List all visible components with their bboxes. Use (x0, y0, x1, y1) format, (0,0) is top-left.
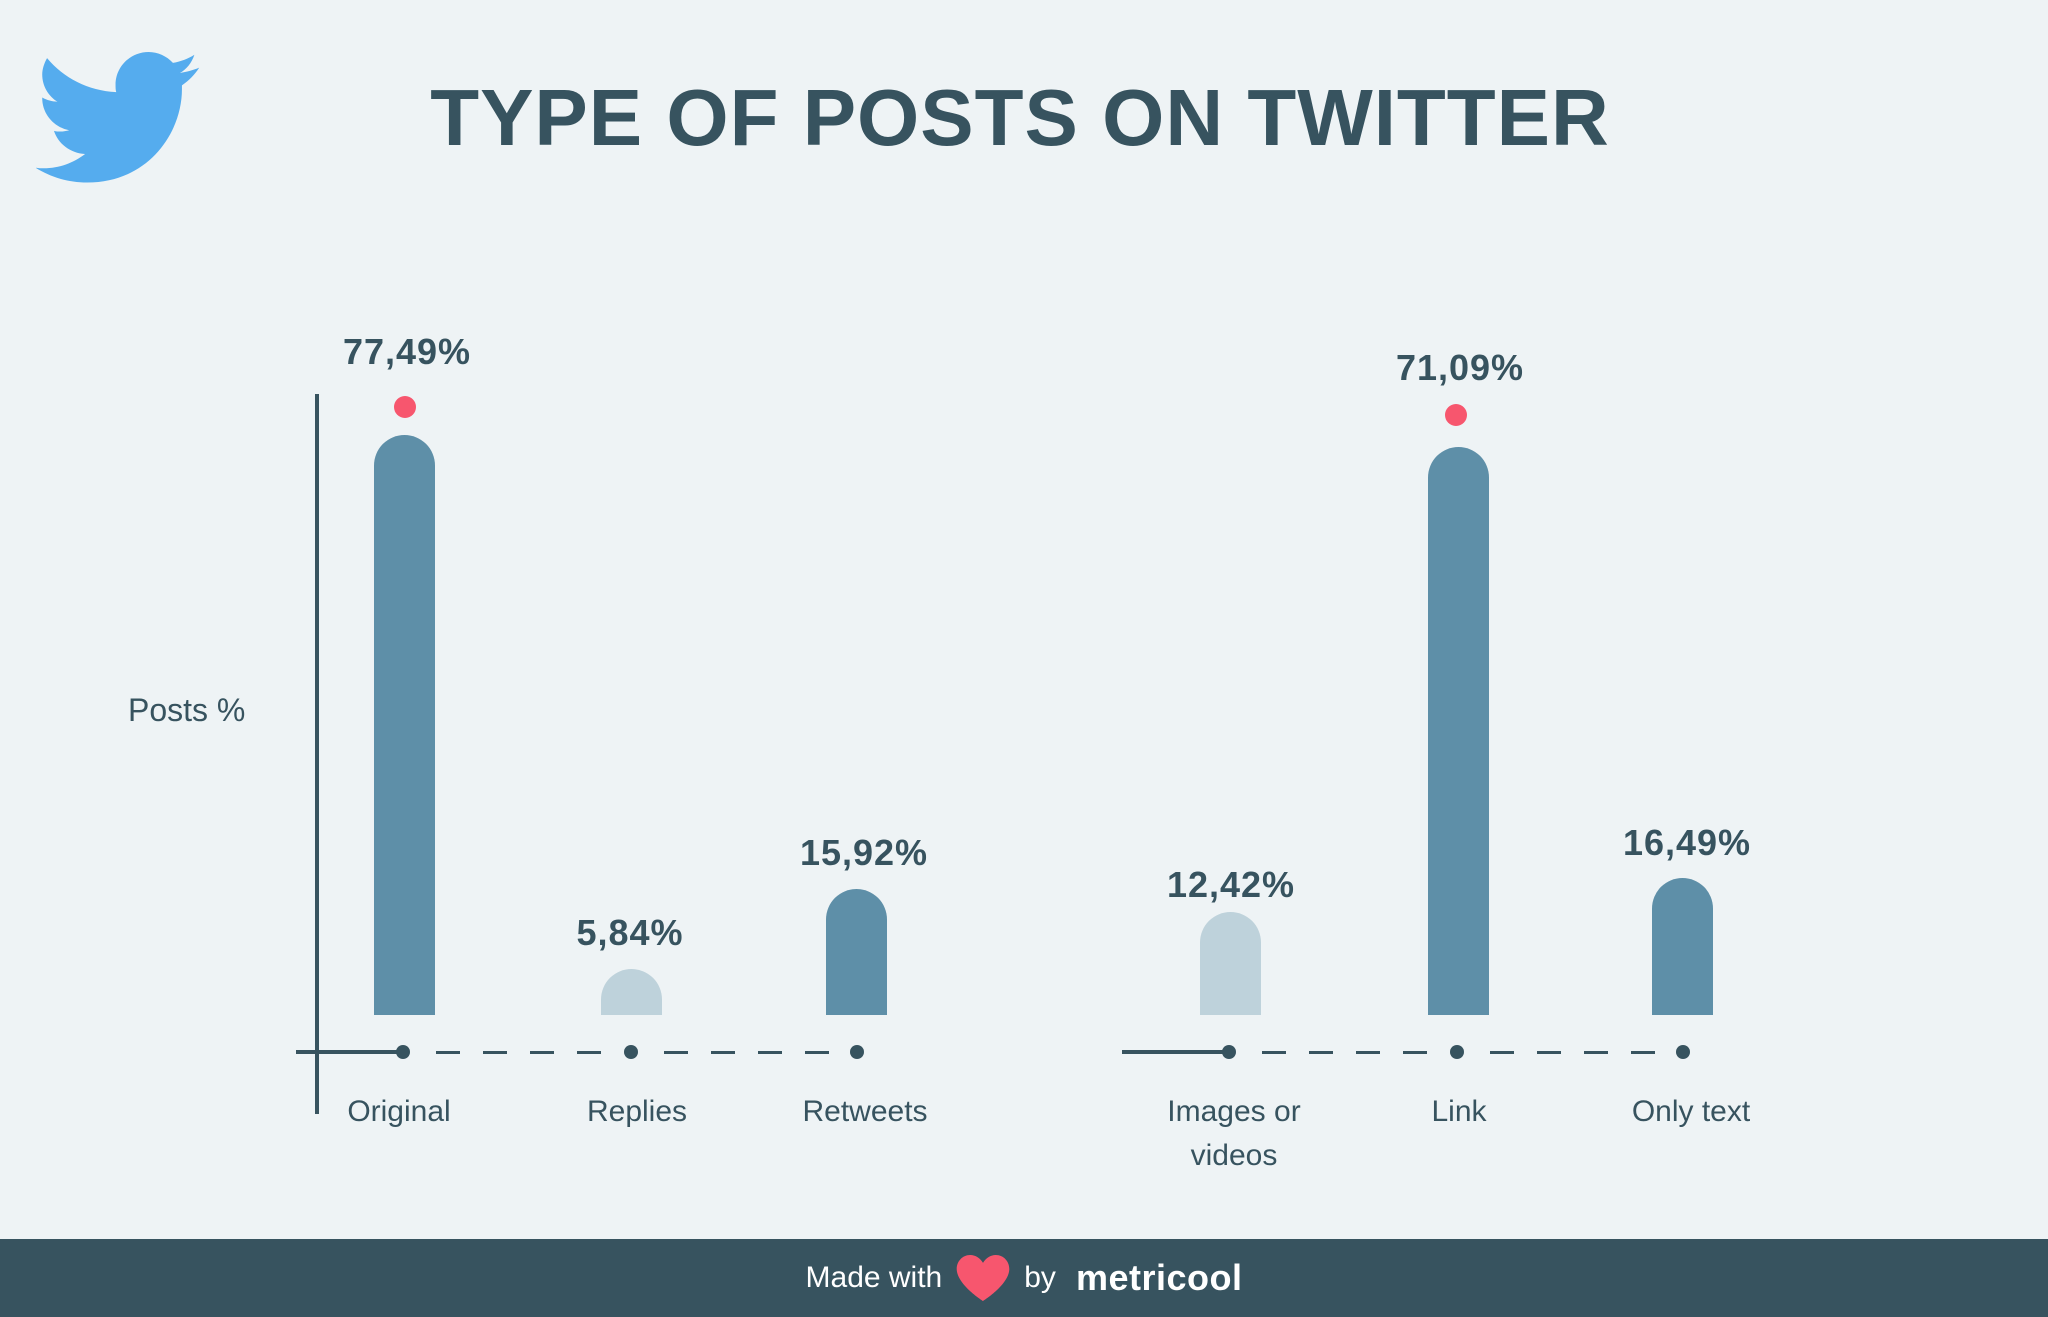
axis-dash (577, 1051, 601, 1054)
axis-dot-only-text (1676, 1045, 1690, 1059)
axis-dash (1262, 1051, 1286, 1054)
bar-original (374, 435, 435, 1015)
metricool-brand: metricool (1075, 1257, 1243, 1298)
category-label-replies: Replies (586, 1095, 688, 1128)
value-label-replies: 5,84% (576, 912, 684, 953)
axis-dash (1309, 1051, 1333, 1054)
axis-dash (1537, 1051, 1561, 1054)
axis-dash (664, 1051, 688, 1054)
axis-dash (1584, 1051, 1608, 1054)
x-axis-solid-segment (296, 1050, 403, 1054)
value-label-retweets: 15,92% (799, 832, 929, 873)
footer-by: by (1024, 1261, 1056, 1294)
axis-dot-original (396, 1045, 410, 1059)
bar-retweets (826, 889, 887, 1015)
category-label-retweets: Retweets (802, 1095, 928, 1128)
category-label-images-videos: Images or videos (1167, 1095, 1301, 1172)
axis-dash (1631, 1051, 1655, 1054)
y-axis-label: Posts % (128, 692, 246, 728)
axis-dash (1403, 1051, 1427, 1054)
axis-dot-images-videos (1222, 1045, 1236, 1059)
x-axis-solid-segment (1122, 1050, 1229, 1054)
value-label-only-text: 16,49% (1622, 822, 1752, 863)
axis-dash (436, 1051, 460, 1054)
bar-link (1428, 447, 1489, 1015)
axis-dash (483, 1051, 507, 1054)
axis-dash (530, 1051, 554, 1054)
axis-dash (1490, 1051, 1514, 1054)
bar-only-text (1652, 878, 1713, 1015)
chart-title: TYPE OF POSTS ON TWITTER (430, 73, 1610, 162)
value-label-link: 71,09% (1395, 347, 1525, 388)
heart-icon (956, 1255, 1010, 1301)
category-label-original: Original (347, 1095, 451, 1128)
category-label-only-text: Only text (1631, 1095, 1751, 1128)
axis-dash (711, 1051, 735, 1054)
axis-dot-link (1450, 1045, 1464, 1059)
value-label-original: 77,49% (342, 331, 472, 372)
axis-dash (805, 1051, 829, 1054)
bar-replies (601, 969, 662, 1015)
y-axis-line (315, 394, 319, 1114)
highlight-dot-original (394, 396, 416, 418)
footer-bar: Made with by metricool (0, 1239, 2048, 1317)
value-label-images-videos: 12,42% (1166, 864, 1296, 905)
highlight-dot-link (1445, 404, 1467, 426)
footer-made-with: Made with (805, 1261, 943, 1294)
category-label-link: Link (1431, 1095, 1487, 1128)
axis-dash (758, 1051, 782, 1054)
twitter-bird-icon (36, 52, 200, 183)
axis-dot-replies (624, 1045, 638, 1059)
bar-images-videos (1200, 912, 1261, 1015)
axis-dash (1356, 1051, 1380, 1054)
axis-dot-retweets (850, 1045, 864, 1059)
